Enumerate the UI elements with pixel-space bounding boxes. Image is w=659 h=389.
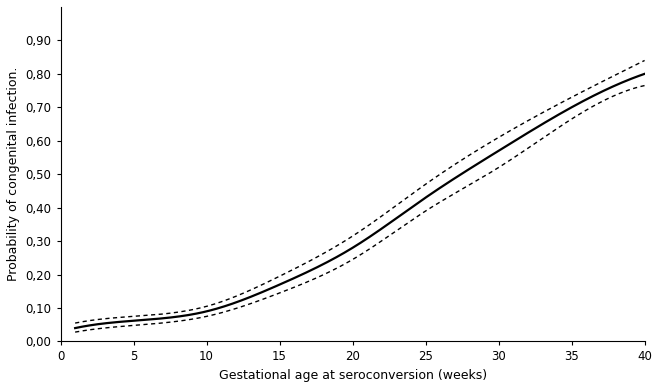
X-axis label: Gestational age at seroconversion (weeks): Gestational age at seroconversion (weeks… <box>219 369 486 382</box>
Y-axis label: Probability of congenital infection.: Probability of congenital infection. <box>7 67 20 281</box>
